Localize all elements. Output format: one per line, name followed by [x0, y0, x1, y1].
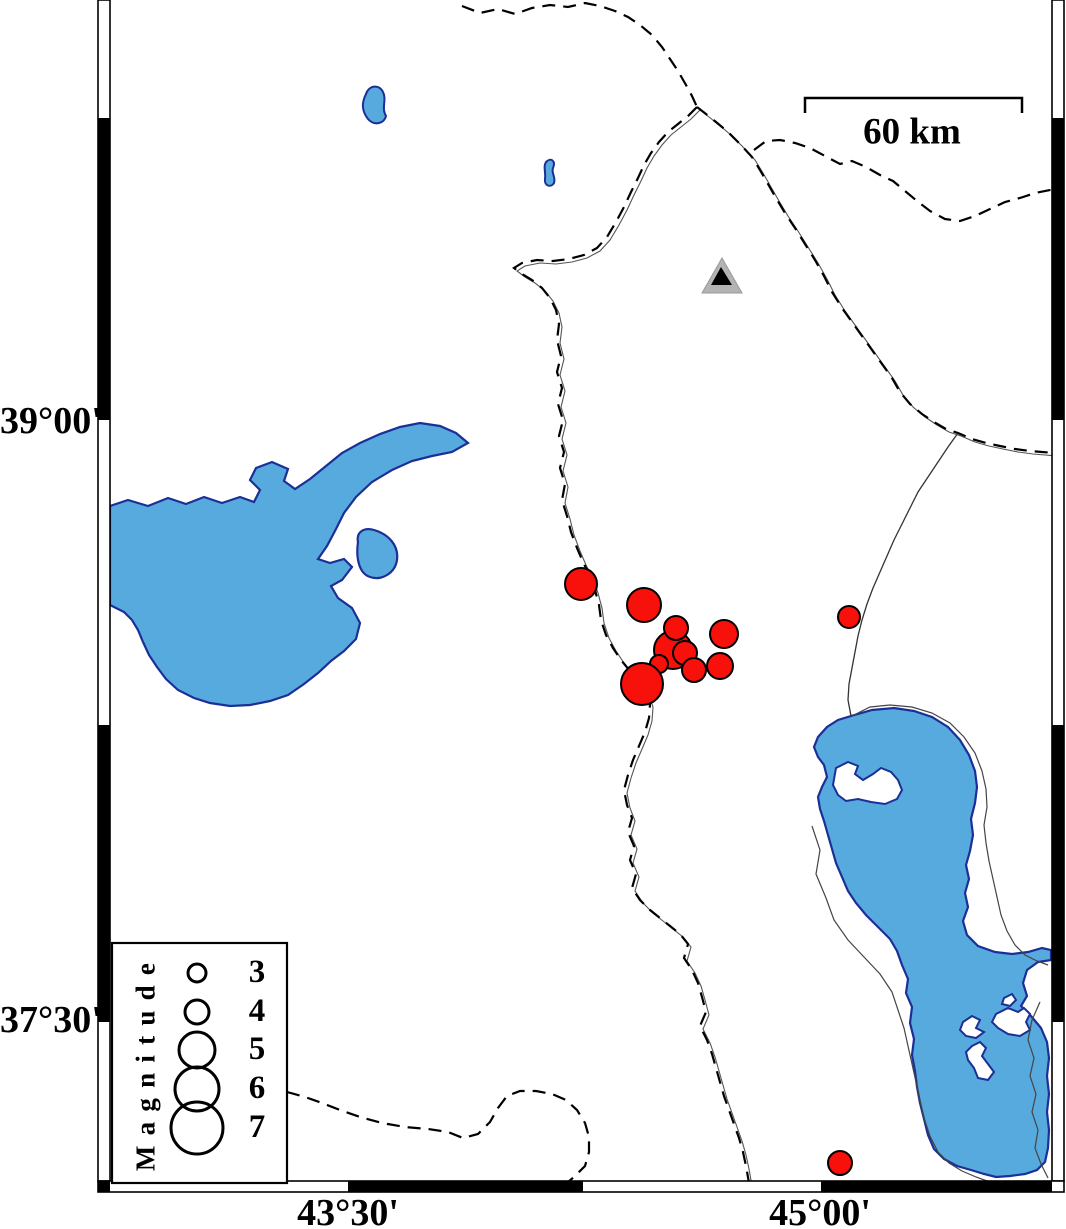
- longitude-label-45: 45°00': [769, 1192, 871, 1229]
- magnitude-legend: [110, 941, 289, 1185]
- legend-magnitude-circle: [183, 998, 211, 1026]
- small-lake-northwest: [361, 85, 388, 125]
- epicenter-circle: [837, 605, 861, 629]
- epicenter-circle: [709, 619, 739, 649]
- border-southeast: [696, 106, 1052, 454]
- border-central-south: [512, 106, 750, 1181]
- legend-magnitude-circle: [173, 1065, 221, 1113]
- frame-band-left-black-1: [98, 118, 110, 420]
- epicenter-circle: [827, 1150, 853, 1176]
- legend-value-3: 3: [248, 953, 266, 990]
- river-to-urmia: [847, 432, 959, 717]
- epicenter-circle: [681, 657, 707, 683]
- frame-band-bottom-black-2: [821, 1181, 1052, 1192]
- legend-magnitude-circle: [186, 962, 208, 984]
- epicenter-circle: [663, 615, 689, 641]
- station-triangle: [701, 256, 743, 294]
- border-northwest: [461, 1, 699, 108]
- epicenter-circle: [706, 652, 734, 680]
- map-content-layer: [110, 1, 1052, 1181]
- legend-circles-layer: [169, 962, 225, 1156]
- frame-band-bottom-corner: [98, 1181, 110, 1192]
- epicenters-layer: [564, 567, 861, 1176]
- scale-bar-label: 60 km: [863, 111, 961, 153]
- legend-value-4: 4: [248, 992, 266, 1029]
- epicenter-circle: [620, 662, 664, 706]
- triangle-inner: [711, 267, 732, 285]
- lake-van: [110, 421, 470, 708]
- legend-value-6: 6: [248, 1069, 266, 1106]
- border-southwest: [286, 1089, 591, 1181]
- shoreline-lines: [811, 704, 1049, 1181]
- epicenter-circle: [564, 567, 598, 601]
- legend-value-5: 5: [248, 1030, 266, 1067]
- legend-title: Magnitude: [130, 952, 161, 1172]
- longitude-label-43-30: 43°30': [297, 1192, 399, 1229]
- frame-band-left-black-2: [98, 725, 110, 1022]
- scale-bar: [803, 96, 1024, 113]
- legend-value-7: 7: [248, 1108, 266, 1145]
- frame-band-bottom-black-1: [348, 1181, 583, 1192]
- frame-band-right-black-2: [1052, 725, 1064, 1022]
- legend-magnitude-circle: [169, 1100, 225, 1156]
- latitude-label-37-30: 37°30': [0, 999, 102, 1042]
- latitude-label-39: 39°00': [0, 400, 102, 443]
- lake-urmia-islands: [958, 992, 1032, 1082]
- lake-ercek: [356, 528, 399, 580]
- frame-band-right-black-1: [1052, 118, 1064, 420]
- lake-urmia-bay: [831, 760, 904, 806]
- small-lake-north: [543, 158, 556, 187]
- lake-urmia: [812, 706, 1052, 1179]
- map-frame: [97, 0, 1065, 1193]
- border-northeast: [753, 138, 1052, 223]
- dashed-borders: [286, 1, 1052, 1181]
- epicenter-circle: [626, 587, 662, 623]
